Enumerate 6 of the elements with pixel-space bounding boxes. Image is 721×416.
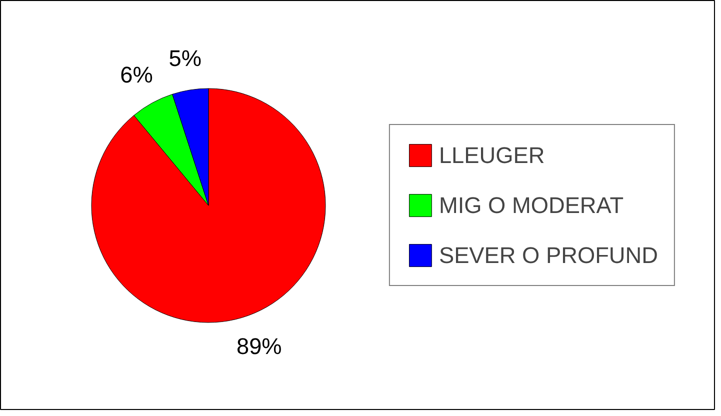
data-label: 5% [168,45,202,72]
data-label: 6% [120,62,153,88]
legend-label: SEVER O PROFUND [438,241,658,269]
data-label: 89% [236,332,282,359]
legend-label: LLEUGER [438,141,545,169]
legend-label: MIG O MODERAT [438,191,624,219]
